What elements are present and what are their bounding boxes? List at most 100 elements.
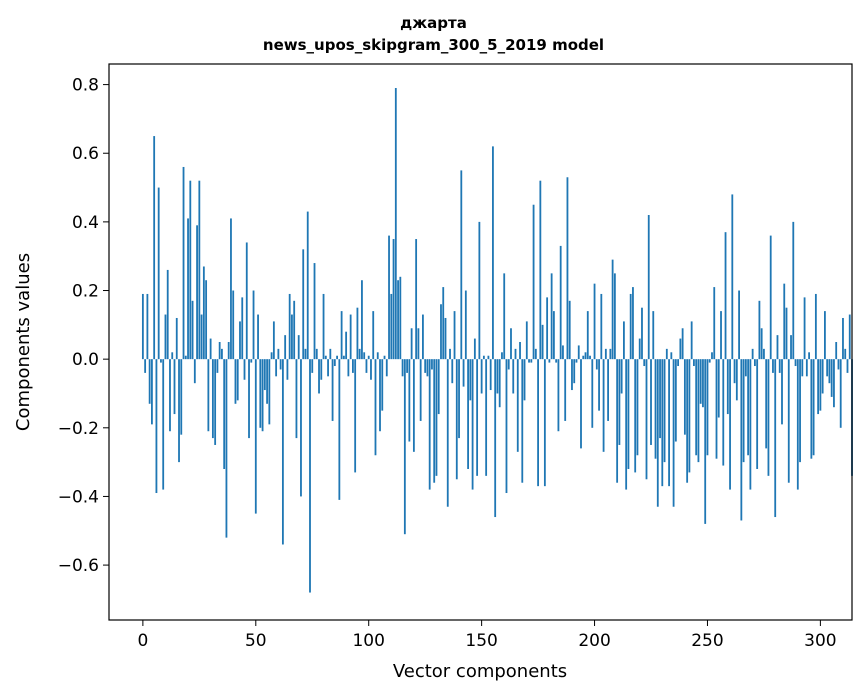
bar	[828, 359, 831, 384]
bar	[751, 348, 754, 360]
bar	[248, 359, 250, 439]
bar	[607, 359, 609, 421]
bar	[464, 290, 467, 360]
bar	[431, 359, 433, 370]
bar	[733, 359, 736, 384]
bar	[503, 273, 506, 360]
bar	[749, 359, 752, 490]
bar	[645, 359, 648, 480]
bar	[356, 307, 359, 360]
bar	[505, 359, 508, 494]
bar	[442, 287, 445, 360]
bar	[363, 352, 366, 360]
bar	[643, 359, 646, 367]
bar	[627, 359, 630, 469]
bar	[625, 359, 628, 490]
bar	[175, 317, 178, 360]
bar	[706, 359, 709, 456]
bar	[462, 359, 465, 387]
bar	[234, 359, 237, 404]
y-tick-label: 0.4	[72, 213, 99, 233]
bar	[322, 293, 325, 360]
x-tick-label: 250	[691, 631, 723, 651]
bar	[487, 355, 490, 360]
bar	[568, 300, 571, 360]
bar	[342, 355, 345, 360]
bar	[613, 273, 616, 360]
bar	[272, 321, 275, 360]
bar	[686, 359, 689, 483]
bar	[582, 355, 585, 360]
bar	[266, 359, 268, 404]
bar	[844, 348, 847, 360]
bar	[498, 359, 501, 408]
bar	[507, 359, 510, 370]
bar	[519, 342, 521, 360]
bar	[169, 359, 171, 432]
bar	[293, 300, 296, 360]
x-tick-label: 0	[137, 631, 148, 651]
bar	[528, 359, 530, 363]
bar	[485, 359, 488, 476]
bar	[388, 235, 390, 360]
bar	[320, 359, 323, 380]
bar	[668, 359, 670, 487]
bar	[279, 359, 282, 370]
bar	[446, 359, 449, 507]
bar	[236, 359, 239, 401]
bar	[349, 314, 352, 360]
bar	[609, 348, 612, 360]
bar	[202, 266, 205, 360]
bar	[812, 359, 815, 456]
bar	[211, 359, 214, 439]
bar	[501, 352, 503, 360]
bar	[257, 314, 259, 360]
bar	[187, 218, 189, 360]
bar	[656, 359, 659, 507]
bar	[731, 194, 734, 360]
bar	[521, 359, 524, 483]
bar	[492, 146, 494, 360]
bar	[830, 359, 833, 397]
bar	[776, 335, 779, 360]
bar	[148, 359, 151, 404]
plot-frame	[108, 63, 853, 621]
y-tick-label: 0.6	[72, 144, 99, 164]
bar	[516, 359, 519, 452]
bar	[309, 359, 311, 593]
chart-subtitle: news_upos_skipgram_300_5_2019 model	[262, 36, 605, 54]
bar	[225, 359, 228, 538]
bar	[702, 359, 704, 408]
bar	[394, 88, 397, 360]
bar	[681, 328, 684, 360]
bar	[277, 348, 280, 360]
bar	[252, 290, 255, 360]
bar	[580, 359, 582, 449]
bar	[205, 280, 208, 360]
bar	[523, 359, 526, 401]
bar	[482, 355, 485, 360]
bar	[410, 328, 413, 360]
bar	[821, 359, 824, 394]
bar	[848, 314, 851, 360]
bar	[744, 359, 747, 377]
bar	[638, 338, 641, 360]
bar	[803, 297, 806, 360]
bar	[794, 359, 797, 367]
bar	[433, 359, 436, 483]
bar	[329, 348, 332, 360]
bar	[604, 348, 607, 360]
bar	[763, 348, 765, 360]
bar	[184, 355, 187, 360]
bars-group	[141, 88, 853, 593]
bar	[810, 359, 813, 459]
bar	[783, 283, 786, 360]
bar	[419, 359, 422, 421]
bar	[679, 338, 682, 360]
bar	[270, 352, 273, 360]
y-tick-label: 0.2	[72, 282, 99, 302]
bar	[792, 221, 795, 360]
bar	[537, 359, 539, 487]
bar	[221, 348, 223, 360]
